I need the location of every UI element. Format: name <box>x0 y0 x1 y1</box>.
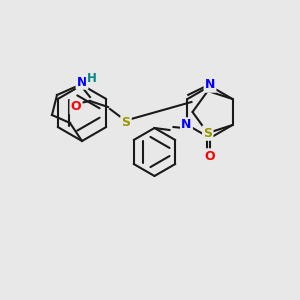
Text: S: S <box>122 116 130 130</box>
Text: N: N <box>77 76 87 88</box>
Text: H: H <box>87 73 97 85</box>
Text: O: O <box>71 100 81 113</box>
Text: O: O <box>205 149 215 163</box>
Text: N: N <box>181 118 192 131</box>
Text: S: S <box>203 127 212 140</box>
Text: N: N <box>205 79 215 92</box>
